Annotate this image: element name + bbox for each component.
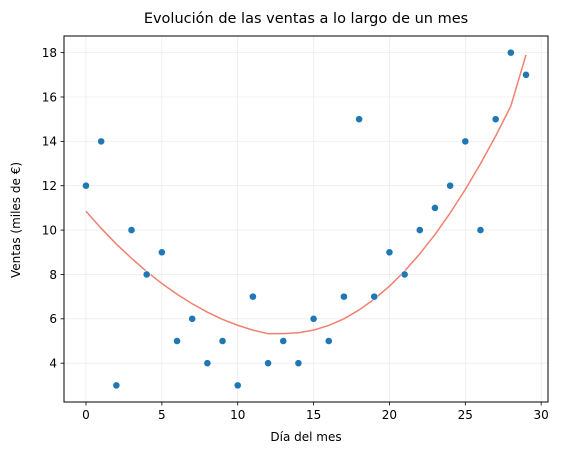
data-point bbox=[309, 314, 318, 323]
data-point bbox=[218, 337, 227, 345]
data-point bbox=[355, 115, 364, 124]
trend-curve bbox=[85, 54, 527, 335]
data-point bbox=[431, 204, 439, 212]
data-point bbox=[461, 137, 470, 146]
data-point bbox=[157, 248, 166, 257]
y-tick-label: 10 bbox=[42, 223, 57, 237]
data-point bbox=[370, 292, 379, 301]
data-point bbox=[340, 292, 348, 301]
data-point bbox=[522, 70, 530, 79]
x-tick-label: 30 bbox=[534, 408, 549, 422]
data-point bbox=[203, 359, 212, 368]
grid bbox=[64, 36, 548, 402]
data-point bbox=[188, 314, 197, 323]
chart-title: Evolución de las ventas a lo largo de un… bbox=[144, 11, 468, 27]
data-point bbox=[491, 115, 500, 124]
data-point bbox=[127, 226, 136, 234]
data-point bbox=[415, 226, 424, 234]
data-point bbox=[264, 359, 272, 368]
x-tick-label: 20 bbox=[382, 408, 397, 422]
data-point bbox=[385, 248, 394, 257]
y-tick-label: 18 bbox=[42, 46, 57, 60]
x-tick-label: 25 bbox=[458, 408, 473, 422]
data-point bbox=[324, 337, 333, 345]
data-point bbox=[476, 226, 485, 234]
plot-area bbox=[82, 48, 530, 390]
y-tick-label: 14 bbox=[42, 135, 57, 149]
data-point bbox=[173, 337, 181, 345]
data-point bbox=[446, 181, 455, 190]
x-tick-label: 15 bbox=[306, 408, 321, 422]
data-point bbox=[97, 137, 106, 146]
axes-frame bbox=[63, 35, 549, 403]
x-tick-label: 5 bbox=[158, 408, 166, 422]
axis-ticks: 0 5 10 15 20 25 30 4 6 8 10 12 14 16 18 bbox=[42, 46, 549, 422]
data-point bbox=[142, 270, 151, 279]
data-point bbox=[400, 270, 409, 279]
data-point bbox=[248, 292, 257, 301]
data-point bbox=[82, 181, 90, 190]
y-tick-label: 12 bbox=[42, 179, 57, 193]
y-tick-label: 6 bbox=[49, 312, 57, 326]
data-point bbox=[294, 359, 303, 368]
y-tick-label: 4 bbox=[49, 356, 57, 370]
x-tick-label: 10 bbox=[230, 408, 245, 422]
y-axis-label: Ventas (miles de €) bbox=[9, 162, 23, 278]
data-point bbox=[233, 381, 242, 390]
y-tick-label: 16 bbox=[42, 90, 57, 104]
data-point bbox=[112, 381, 121, 390]
y-tick-label: 8 bbox=[49, 268, 57, 282]
x-axis-label: Día del mes bbox=[270, 430, 341, 444]
data-point bbox=[506, 48, 515, 57]
x-tick-label: 0 bbox=[82, 408, 90, 422]
data-point bbox=[279, 337, 288, 345]
